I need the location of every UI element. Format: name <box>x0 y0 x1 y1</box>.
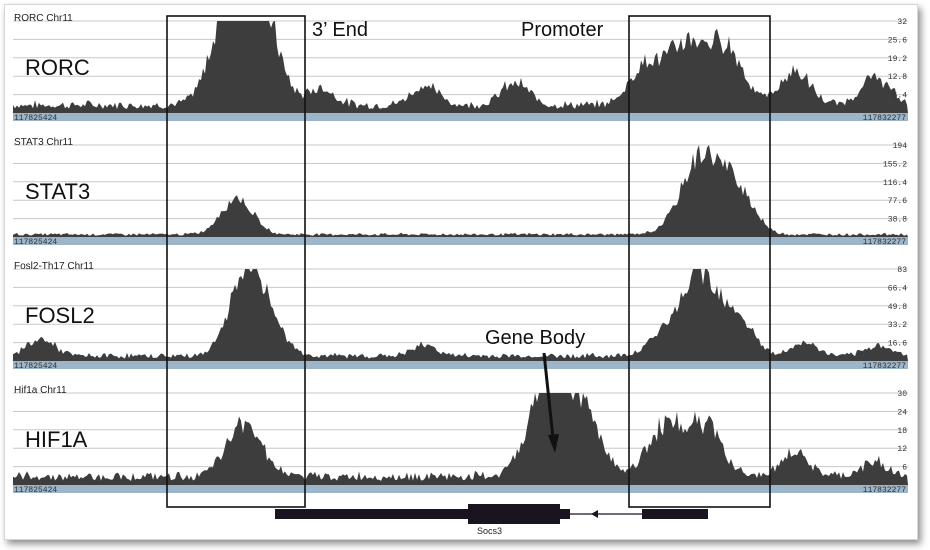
track-stat3: STAT3 Chr11 STAT3 117825424 117832277 194 155… <box>13 137 908 247</box>
y-tick-label: 38.8 <box>888 216 907 225</box>
track-rorc: RORC Chr11 RORC 117825424 117832277 32 25.6 19… <box>13 13 908 123</box>
gene-model: Socs3 <box>275 504 708 536</box>
track-title: Hif1a Chr11 <box>14 385 67 396</box>
gene-exon-utr-right <box>642 509 708 519</box>
region-overlay: 3’ End Promoter Gene Body <box>166 15 771 508</box>
genome-browser-tracks: RORC Chr11 RORC 117825424 117832277 32 25.6 19… <box>13 13 908 536</box>
y-tick-label: 32 <box>897 18 907 27</box>
strand-arrow-icon <box>591 510 598 518</box>
signal-area <box>13 269 908 361</box>
coordinate-bar <box>13 485 908 493</box>
gene-exon-utr-left <box>275 509 469 519</box>
track-label: RORC <box>25 55 90 80</box>
three-prime-end-label: 3’ End <box>312 19 368 41</box>
coord-end-label: 117832277 <box>863 238 906 247</box>
y-tick-label: 155.2 <box>883 160 907 169</box>
track-hif1a: Hif1a Chr11 HIF1A 117825424 117832277 30 24 18… <box>13 385 908 495</box>
y-tick-label: 24 <box>897 408 907 417</box>
gene-exon-utr-mid <box>560 509 570 519</box>
gene-body-arrow-head <box>548 434 559 453</box>
track-fosl2: Fosl2-Th17 Chr11 FOSL2 117825424 117832277 8… <box>13 261 908 371</box>
y-tick-label: 12.8 <box>888 73 907 82</box>
track-title: STAT3 Chr11 <box>14 137 73 148</box>
y-tick-label: 116.4 <box>883 179 907 188</box>
three-prime-end-box <box>166 15 306 508</box>
coord-start-label: 117825424 <box>14 114 57 123</box>
promoter-box <box>628 15 771 508</box>
y-tick-label: 12 <box>897 445 907 454</box>
coord-end-label: 117832277 <box>863 486 906 495</box>
track-title: Fosl2-Th17 Chr11 <box>14 261 94 272</box>
promoter-label: Promoter <box>521 19 604 41</box>
y-tick-label: 19.2 <box>888 55 907 64</box>
signal-area <box>13 393 908 485</box>
track-label: HIF1A <box>25 427 88 452</box>
signal-area <box>13 145 908 237</box>
coordinate-bar <box>13 113 908 121</box>
track-label: FOSL2 <box>25 303 95 328</box>
track-stack: RORC Chr11 RORC 117825424 117832277 32 25.6 19… <box>13 13 908 495</box>
y-tick-label: 33.2 <box>888 321 907 330</box>
coord-end-label: 117832277 <box>863 114 906 123</box>
gene-name-label: Socs3 <box>477 526 502 536</box>
y-tick-label: 25.6 <box>888 36 907 45</box>
coord-end-label: 117832277 <box>863 362 906 371</box>
signal-area <box>13 21 908 113</box>
y-tick-label: 6.4 <box>893 92 908 101</box>
gene-body-label: Gene Body <box>485 327 585 349</box>
track-label: STAT3 <box>25 179 90 204</box>
genome-browser-frame: RORC Chr11 RORC 117825424 117832277 32 25.6 19… <box>4 4 918 540</box>
y-tick-label: 83 <box>897 266 907 275</box>
coord-start-label: 117825424 <box>14 238 57 247</box>
y-tick-label: 66.4 <box>888 284 907 293</box>
gene-exon-coding <box>468 504 560 524</box>
y-tick-label: 49.8 <box>888 303 907 312</box>
coordinate-bar <box>13 237 908 245</box>
y-tick-label: 77.6 <box>888 197 907 206</box>
y-tick-label: 194 <box>893 142 908 151</box>
y-tick-label: 18 <box>897 427 907 436</box>
y-tick-label: 6 <box>902 464 907 473</box>
y-tick-label: 16.6 <box>888 340 907 349</box>
coordinate-bar <box>13 361 908 369</box>
y-tick-label: 30 <box>897 390 907 399</box>
coord-start-label: 117825424 <box>14 486 57 495</box>
gene-body-arrow-shaft <box>542 352 555 439</box>
coord-start-label: 117825424 <box>14 362 57 371</box>
track-title: RORC Chr11 <box>14 13 73 24</box>
